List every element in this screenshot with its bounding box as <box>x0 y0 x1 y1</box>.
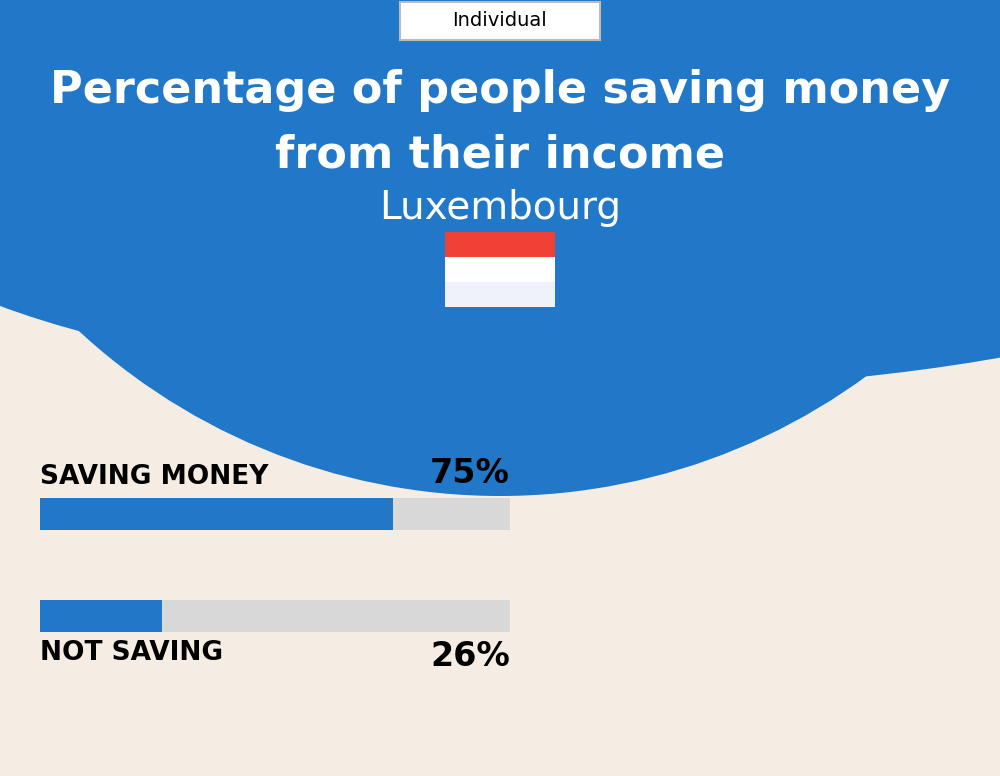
Bar <box>0 0 1000 300</box>
Circle shape <box>0 0 1000 496</box>
Text: Percentage of people saving money: Percentage of people saving money <box>50 68 950 112</box>
Text: 75%: 75% <box>430 457 510 490</box>
Bar <box>40 498 510 530</box>
Text: from their income: from their income <box>275 133 725 176</box>
Ellipse shape <box>0 0 1000 390</box>
Text: SAVING MONEY: SAVING MONEY <box>40 464 268 490</box>
Text: Individual: Individual <box>453 12 547 30</box>
Bar <box>445 232 555 257</box>
Bar <box>0 0 1000 10</box>
Bar <box>445 282 555 307</box>
Bar <box>40 498 392 530</box>
FancyBboxPatch shape <box>400 2 600 40</box>
Text: NOT SAVING: NOT SAVING <box>40 640 223 666</box>
Bar <box>40 600 510 632</box>
Bar <box>40 600 162 632</box>
Text: 26%: 26% <box>430 640 510 673</box>
Text: Luxembourg: Luxembourg <box>379 189 621 227</box>
Bar <box>445 257 555 282</box>
